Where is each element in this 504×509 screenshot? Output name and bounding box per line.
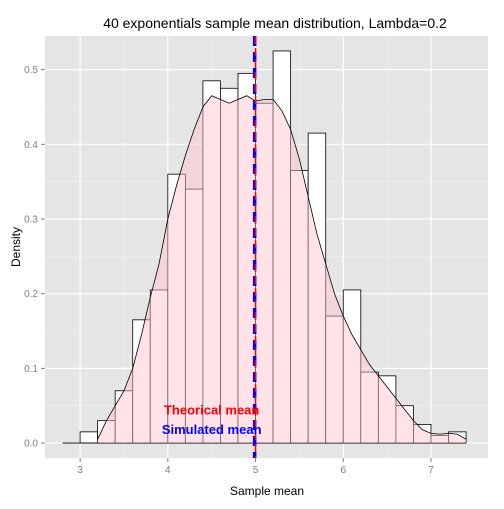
y-tick-label: 0.0 [24, 439, 38, 450]
y-axis-ticks: 0.0 0.1 0.2 0.3 0.4 0.5 [24, 65, 45, 450]
density-area [97, 95, 467, 444]
histogram-bars [62, 50, 467, 444]
x-tick-label: 4 [165, 465, 171, 476]
x-tick-label: 6 [340, 465, 346, 476]
y-tick-label: 0.4 [24, 140, 38, 151]
y-tick-label: 0.5 [24, 65, 38, 76]
y-axis-title: Density [9, 227, 23, 267]
chart-title: 40 exponentials sample mean distribution… [103, 15, 447, 31]
mean-annotation-label: Simulated mean [162, 422, 262, 437]
y-tick-label: 0.1 [24, 364, 38, 375]
x-tick-label: 3 [77, 465, 83, 476]
mean-annotations: Theorical mean Simulated mean [162, 403, 262, 437]
x-tick-label: 7 [428, 465, 434, 476]
histogram-bar [79, 431, 99, 444]
x-axis-ticks: 3 4 5 6 7 [77, 458, 434, 476]
density-line [97, 95, 467, 440]
y-tick-label: 0.2 [24, 289, 38, 300]
y-tick-label: 0.3 [24, 214, 38, 225]
mean-annotation-label: Theorical mean [164, 403, 259, 418]
x-tick-label: 5 [253, 465, 259, 476]
x-axis-title: Sample mean [230, 484, 304, 498]
